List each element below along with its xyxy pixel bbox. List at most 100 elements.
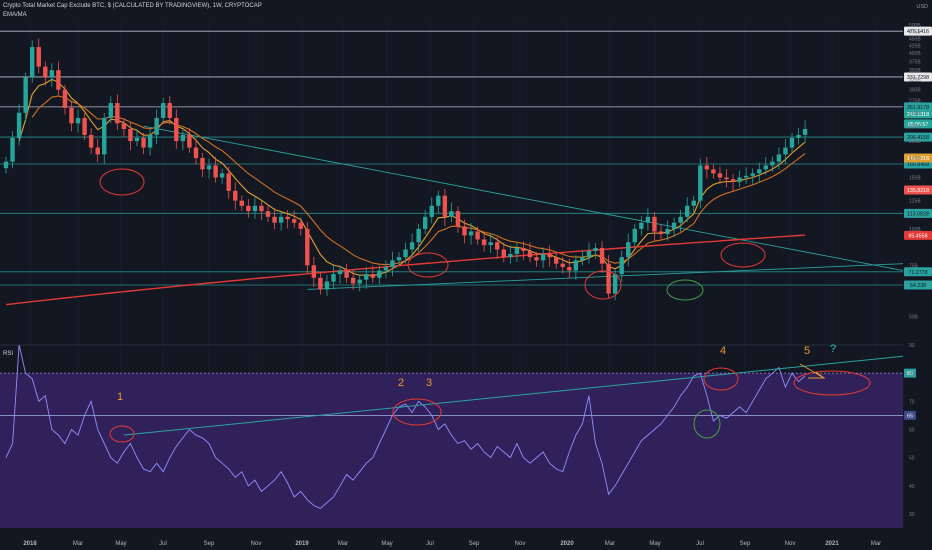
candle-body bbox=[436, 195, 441, 206]
candle-body bbox=[423, 216, 428, 229]
candle-body bbox=[128, 128, 133, 142]
candle-body bbox=[10, 137, 15, 162]
rsi-axis-tick: 80 bbox=[909, 371, 915, 377]
price-axis-tick: 450B bbox=[909, 36, 921, 42]
time-axis-tick: Mar bbox=[73, 541, 83, 547]
level-tag bbox=[904, 102, 932, 112]
price-axis-tick: 400B bbox=[909, 51, 921, 57]
candle-body bbox=[455, 211, 461, 227]
candle-body bbox=[599, 248, 605, 264]
annotation-label: 1 bbox=[117, 391, 123, 403]
time-axis-tick: Mar bbox=[605, 541, 615, 547]
candle-body bbox=[796, 134, 801, 138]
annotation-label: 2 bbox=[398, 377, 404, 389]
price-axis-tick: 175B bbox=[909, 156, 921, 162]
candle-body bbox=[246, 205, 251, 212]
candle-body bbox=[364, 274, 369, 280]
candle-body bbox=[521, 248, 526, 251]
candle-body bbox=[619, 257, 624, 275]
candle-body bbox=[285, 216, 290, 220]
candle-body bbox=[534, 257, 539, 261]
candle-body bbox=[547, 254, 552, 258]
level-tag-label: 206.4158 bbox=[907, 135, 929, 141]
candle-body bbox=[141, 137, 146, 148]
candle-body bbox=[776, 154, 782, 162]
rsi-level-tag bbox=[904, 410, 916, 420]
candle-body bbox=[206, 165, 212, 170]
candle-body bbox=[3, 161, 9, 169]
indicator-label: EMA/MA bbox=[3, 12, 27, 18]
time-axis-tick: Mar bbox=[338, 541, 348, 547]
candle-body bbox=[704, 165, 710, 170]
rsi-axis-tick: 90 bbox=[909, 343, 915, 349]
candle-body bbox=[403, 249, 408, 258]
level-tag-label: 71.2778 bbox=[908, 270, 927, 276]
candle-body bbox=[396, 257, 402, 261]
candle-body bbox=[612, 274, 618, 294]
candle-body bbox=[789, 137, 795, 148]
ascending-trendline bbox=[307, 263, 904, 290]
annotation-arrow bbox=[799, 363, 826, 379]
price-axis-tick: 50B bbox=[909, 315, 919, 321]
candle-body bbox=[698, 165, 703, 201]
candles bbox=[3, 38, 808, 301]
trendlines bbox=[143, 125, 904, 290]
candle-body bbox=[102, 117, 107, 155]
candle-body bbox=[626, 242, 631, 258]
candle-body bbox=[685, 205, 690, 217]
candle-body bbox=[488, 242, 493, 246]
candle-body bbox=[357, 279, 362, 284]
candle-body bbox=[233, 190, 238, 201]
candle-body bbox=[475, 231, 480, 240]
rsi-axis-tick: 65 bbox=[909, 413, 915, 419]
price-axis-tick: 150B bbox=[909, 176, 921, 182]
candle-body bbox=[632, 228, 637, 243]
candle-body bbox=[665, 228, 670, 235]
price-tag-label: 248.1318 bbox=[907, 112, 929, 118]
price-axis-tick: 250B bbox=[909, 111, 921, 117]
rsi-level-tag bbox=[904, 368, 916, 378]
level-tag bbox=[904, 72, 932, 82]
candle-body bbox=[481, 239, 487, 246]
annotation-label: ? bbox=[830, 343, 836, 355]
price-axis-tick: 350B bbox=[909, 68, 921, 74]
candle-body bbox=[62, 89, 68, 108]
price-tag-ma-long bbox=[904, 230, 932, 240]
candle-body bbox=[442, 195, 448, 217]
rsi-pane: 80 65 bbox=[0, 344, 916, 528]
annotation-label: 3 bbox=[426, 377, 432, 389]
candle-body bbox=[331, 274, 336, 282]
currency-label: USD bbox=[916, 4, 928, 10]
horizontal-levels: 476.1416 331.7298 261.9178 206.4158 166.8468… bbox=[0, 26, 932, 290]
candle-body bbox=[580, 257, 585, 261]
chart-title: Crypto Total Market Cap Exclude BTC, $ (… bbox=[3, 3, 262, 9]
candle-body bbox=[737, 177, 742, 182]
candle-body bbox=[213, 165, 218, 178]
price-axis-tick: 100B bbox=[909, 227, 921, 233]
candle-body bbox=[311, 265, 317, 278]
price-axis-tick: 75B bbox=[909, 263, 919, 269]
candle-body bbox=[344, 270, 349, 278]
annotation-label: 5 bbox=[804, 345, 810, 357]
annotation-circle bbox=[666, 279, 704, 301]
price-axis-tick: 425B bbox=[909, 44, 921, 50]
candle-body bbox=[802, 128, 808, 135]
candle-body bbox=[161, 103, 166, 118]
candle-body bbox=[193, 147, 199, 158]
descending-trendline bbox=[143, 125, 904, 271]
time-axis-tick: 2021 bbox=[825, 541, 839, 547]
candle-body bbox=[468, 231, 474, 236]
time-axis-tick: 2018 bbox=[23, 541, 37, 547]
candle-body bbox=[324, 281, 330, 290]
annotation-circle bbox=[99, 168, 145, 196]
price-tag-label: 135.8218 bbox=[907, 188, 929, 194]
time-axis-tick: Jul bbox=[426, 541, 434, 547]
price-axis-tick: 275B bbox=[909, 99, 921, 105]
candle-body bbox=[652, 216, 657, 232]
candle-body bbox=[658, 231, 664, 235]
time-axis-tick: Nov bbox=[251, 541, 262, 547]
candle-body bbox=[259, 205, 264, 212]
candle-body bbox=[226, 173, 231, 191]
rsi-level-tag-label: 80 bbox=[907, 371, 913, 377]
